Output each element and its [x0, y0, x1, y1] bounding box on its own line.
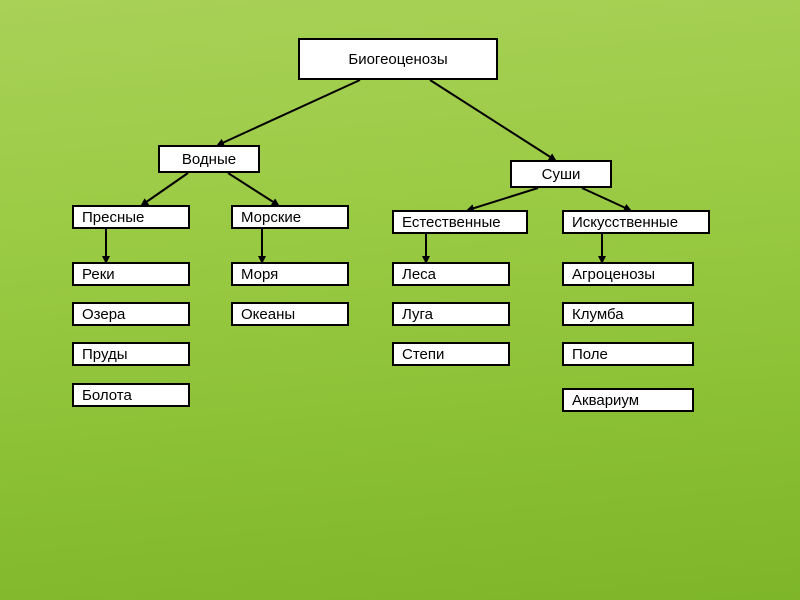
node-label: Пруды — [82, 346, 128, 363]
node-natural: Естественные — [392, 210, 528, 234]
node-land: Суши — [510, 160, 612, 188]
node-label: Пресные — [82, 209, 144, 226]
node-label: Луга — [402, 306, 433, 323]
node-label: Биогеоценозы — [348, 51, 447, 68]
edge-root-to-aquatic — [218, 80, 360, 145]
node-meadows: Луга — [392, 302, 510, 326]
node-label: Искусственные — [572, 214, 678, 231]
node-label: Леса — [402, 266, 436, 283]
node-field: Поле — [562, 342, 694, 366]
node-ponds: Пруды — [72, 342, 190, 366]
node-root: Биогеоценозы — [298, 38, 498, 80]
node-flowerbed: Клумба — [562, 302, 694, 326]
node-oceans: Океаны — [231, 302, 349, 326]
tree-edges-layer — [0, 0, 800, 600]
node-forests: Леса — [392, 262, 510, 286]
node-label: Океаны — [241, 306, 295, 323]
node-label: Аквариум — [572, 392, 639, 409]
node-label: Реки — [82, 266, 115, 283]
node-aquatic: Водные — [158, 145, 260, 173]
node-label: Естественные — [402, 214, 501, 231]
node-steppes: Степи — [392, 342, 510, 366]
edge-land-to-artificial — [582, 188, 630, 210]
node-swamps: Болота — [72, 383, 190, 407]
edge-aquatic-to-fresh — [142, 173, 188, 205]
node-label: Морские — [241, 209, 301, 226]
node-seas: Моря — [231, 262, 349, 286]
edge-land-to-natural — [468, 188, 538, 210]
node-label: Агроценозы — [572, 266, 655, 283]
node-label: Клумба — [572, 306, 624, 323]
node-rivers: Реки — [72, 262, 190, 286]
node-artificial: Искусственные — [562, 210, 710, 234]
node-lakes: Озера — [72, 302, 190, 326]
node-label: Озера — [82, 306, 125, 323]
node-marine: Морские — [231, 205, 349, 229]
node-label: Моря — [241, 266, 278, 283]
node-agro: Агроценозы — [562, 262, 694, 286]
node-label: Болота — [82, 387, 132, 404]
edge-root-to-land — [430, 80, 555, 160]
node-label: Поле — [572, 346, 608, 363]
edge-aquatic-to-marine — [228, 173, 278, 205]
node-label: Степи — [402, 346, 444, 363]
node-label: Водные — [182, 151, 236, 168]
node-aquarium: Аквариум — [562, 388, 694, 412]
node-fresh: Пресные — [72, 205, 190, 229]
node-label: Суши — [542, 166, 581, 183]
